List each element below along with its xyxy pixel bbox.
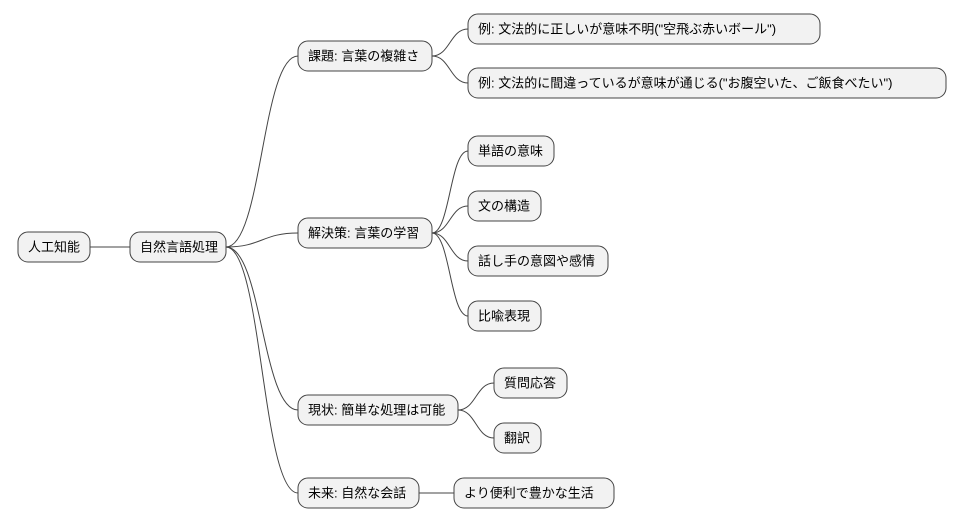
node-label: 質問応答 (504, 375, 556, 390)
node-label: 例: 文法的に正しいが意味不明("空飛ぶ赤いボール") (478, 21, 776, 36)
tree-node: 文の構造 (468, 191, 541, 221)
tree-node: 例: 文法的に間違っているが意味が通じる("お腹空いた、ご飯食べたい") (468, 68, 946, 98)
edge (432, 56, 468, 83)
node-label: 現状: 簡単な処理は可能 (308, 402, 445, 417)
edge (226, 247, 298, 410)
tree-node: 質問応答 (494, 368, 567, 398)
tree-node: 課題: 言葉の複雑さ (298, 41, 432, 71)
edge (226, 56, 298, 247)
node-label: 例: 文法的に間違っているが意味が通じる("お腹空いた、ご飯食べたい") (478, 75, 892, 90)
tree-node: 未来: 自然な会話 (298, 478, 419, 508)
node-label: 文の構造 (478, 198, 530, 213)
edge (432, 206, 468, 233)
edge (432, 233, 468, 316)
edge (226, 247, 298, 493)
nodes-layer: 人工知能 自然言語処理 課題: 言葉の複雑さ 例: 文法的に正しいが意味不明("空飛ぶ… (18, 14, 946, 508)
edge (432, 151, 468, 233)
node-label: 話し手の意図や感情 (478, 253, 595, 268)
tree-node: 現状: 簡単な処理は可能 (298, 395, 458, 425)
node-label: 課題: 言葉の複雑さ (308, 48, 419, 63)
node-label: 人工知能 (28, 239, 80, 254)
node-label: 翻訳 (504, 430, 530, 445)
tree-node: 話し手の意図や感情 (468, 246, 608, 276)
node-label: 比喩表現 (478, 308, 530, 323)
node-label: より便利で豊かな生活 (464, 485, 594, 500)
edge (432, 29, 468, 56)
tree-node: 例: 文法的に正しいが意味不明("空飛ぶ赤いボール") (468, 14, 820, 44)
node-label: 単語の意味 (478, 143, 543, 158)
tree-node: 解決策: 言葉の学習 (298, 218, 432, 248)
node-label: 自然言語処理 (140, 239, 218, 254)
tree-node: より便利で豊かな生活 (454, 478, 614, 508)
edge (458, 410, 494, 438)
tree-node: 単語の意味 (468, 136, 554, 166)
edge (458, 383, 494, 410)
tree-node: 自然言語処理 (130, 232, 226, 262)
tree-node: 翻訳 (494, 423, 541, 453)
node-label: 未来: 自然な会話 (308, 485, 406, 500)
edge (432, 233, 468, 261)
tree-node: 比喩表現 (468, 301, 541, 331)
node-label: 解決策: 言葉の学習 (308, 225, 419, 240)
tree-node: 人工知能 (18, 232, 90, 262)
mindmap-diagram: 人工知能 自然言語処理 課題: 言葉の複雑さ 例: 文法的に正しいが意味不明("空飛ぶ… (0, 0, 965, 527)
